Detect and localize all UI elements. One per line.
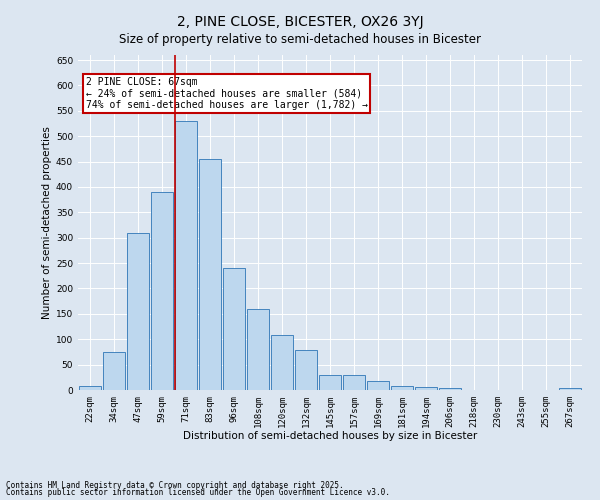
- X-axis label: Distribution of semi-detached houses by size in Bicester: Distribution of semi-detached houses by …: [183, 432, 477, 442]
- Text: 2 PINE CLOSE: 67sqm
← 24% of semi-detached houses are smaller (584)
74% of semi-: 2 PINE CLOSE: 67sqm ← 24% of semi-detach…: [86, 77, 368, 110]
- Bar: [271, 335, 293, 390]
- Text: 2, PINE CLOSE, BICESTER, OX26 3YJ: 2, PINE CLOSE, BICESTER, OX26 3YJ: [176, 15, 424, 29]
- Bar: [247, 309, 269, 390]
- Bar: [175, 121, 197, 390]
- Bar: [343, 375, 365, 390]
- Text: Contains public sector information licensed under the Open Government Licence v3: Contains public sector information licen…: [6, 488, 390, 497]
- Bar: [439, 388, 461, 390]
- Text: Size of property relative to semi-detached houses in Bicester: Size of property relative to semi-detach…: [119, 32, 481, 46]
- Bar: [151, 192, 173, 390]
- Bar: [223, 268, 245, 390]
- Bar: [367, 381, 389, 390]
- Bar: [391, 386, 413, 390]
- Bar: [559, 388, 581, 390]
- Bar: [319, 375, 341, 390]
- Text: Contains HM Land Registry data © Crown copyright and database right 2025.: Contains HM Land Registry data © Crown c…: [6, 480, 344, 490]
- Bar: [295, 350, 317, 390]
- Bar: [79, 386, 101, 390]
- Bar: [103, 352, 125, 390]
- Bar: [415, 388, 437, 390]
- Y-axis label: Number of semi-detached properties: Number of semi-detached properties: [42, 126, 52, 319]
- Bar: [199, 159, 221, 390]
- Bar: [127, 232, 149, 390]
